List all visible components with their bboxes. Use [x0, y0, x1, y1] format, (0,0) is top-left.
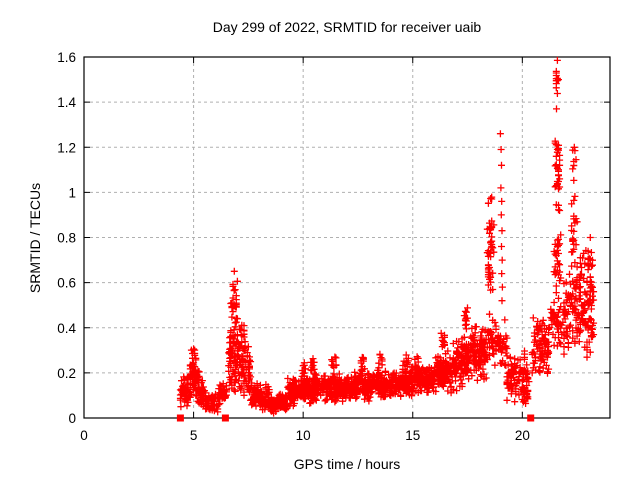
scatter-points [176, 56, 598, 422]
tick-labels: 0 5 10 15 20 0 0.2 0.4 0.6 0.8 1 1.2 1.4 1.6 [57, 50, 530, 443]
y-tick-label: 0.4 [57, 321, 76, 336]
y-tick-label: 1.6 [57, 50, 76, 65]
x-tick-label: 20 [515, 428, 530, 443]
x-tick-label: 0 [80, 428, 88, 443]
x-tick-label: 10 [296, 428, 311, 443]
y-tick-label: 0.2 [57, 366, 76, 381]
y-tick-label: 0.6 [57, 276, 76, 291]
square-marker [527, 414, 535, 422]
y-tick-label: 1.4 [57, 95, 76, 110]
x-tick-label: 15 [405, 428, 420, 443]
y-tick-label: 0 [68, 411, 76, 426]
y-tick-label: 1.2 [57, 140, 76, 155]
square-marker [176, 414, 184, 422]
chart-title: Day 299 of 2022, SRMTID for receiver uai… [213, 19, 482, 35]
y-tick-label: 1 [68, 185, 76, 200]
y-axis-label: SRMTID / TECUs [27, 183, 43, 293]
x-axis-label: GPS time / hours [294, 456, 401, 472]
square-marker [221, 414, 229, 422]
y-tick-label: 0.8 [57, 231, 76, 246]
plot-border [83, 56, 611, 419]
x-tick-label: 5 [190, 428, 198, 443]
plus-markers [176, 56, 598, 417]
